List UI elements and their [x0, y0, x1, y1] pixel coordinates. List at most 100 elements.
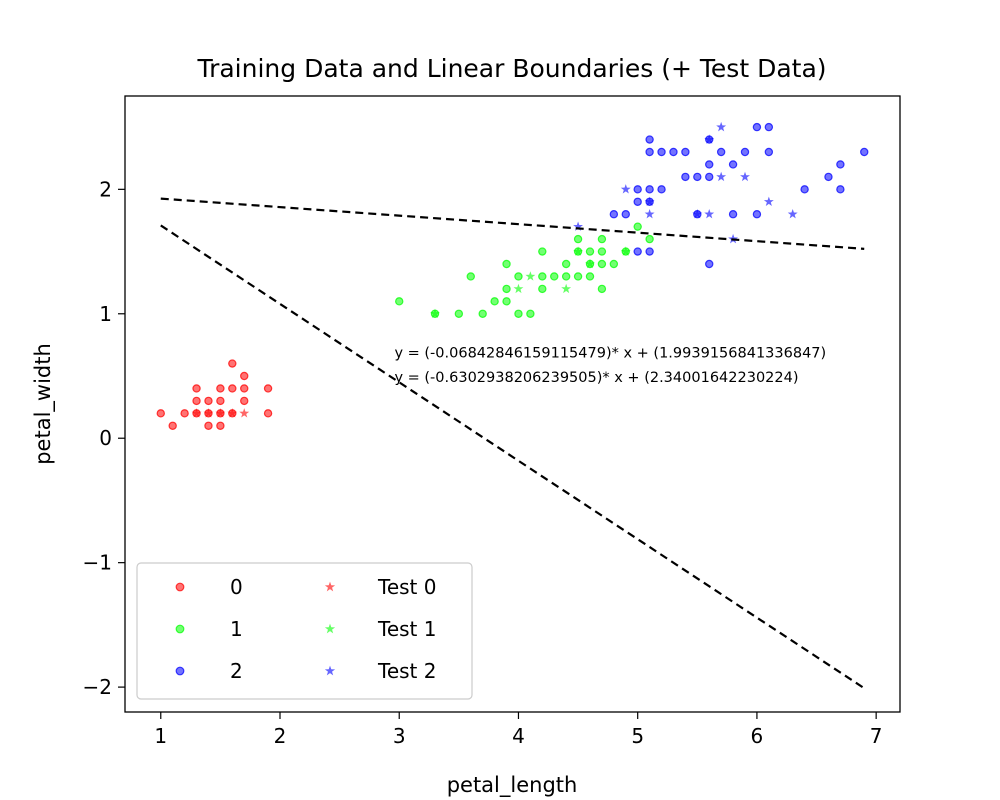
data-point [657, 147, 666, 157]
data-point [228, 384, 237, 393]
data-point [728, 160, 738, 169]
data-point [633, 185, 642, 194]
data-point [645, 247, 654, 256]
test-data-point [561, 283, 572, 294]
data-point [597, 247, 607, 256]
x-tick-label: 7 [870, 724, 883, 748]
data-point [192, 396, 201, 406]
legend-circle-marker [175, 666, 185, 676]
test-data-point [644, 209, 655, 219]
data-point [538, 284, 547, 294]
data-point [657, 185, 666, 194]
data-point [216, 396, 225, 406]
data-point [645, 135, 654, 144]
data-point [693, 172, 702, 182]
series-test-0 [191, 408, 250, 418]
plot-area: y = (-0.06842846159115479)* x + (1.99391… [156, 121, 869, 690]
legend-star-marker [324, 665, 336, 676]
test-data-point [215, 408, 226, 418]
data-point [573, 272, 583, 281]
legend-circle-marker [175, 582, 185, 592]
y-axis-label: petal_width [31, 343, 56, 465]
y-axis: −2 −1 0 1 2 [83, 177, 125, 699]
data-point [156, 409, 165, 418]
data-point [621, 210, 630, 219]
data-point [538, 247, 547, 256]
series-test-1 [430, 246, 631, 318]
test-data-point [227, 408, 238, 418]
data-point [728, 210, 738, 219]
test-data-point [740, 171, 750, 182]
data-point [669, 147, 678, 157]
y-tick-label: 0 [99, 426, 112, 450]
test-data-point [191, 408, 202, 418]
x-tick-label: 2 [274, 724, 287, 748]
data-point [538, 272, 547, 281]
legend-label: Test 1 [377, 617, 436, 641]
legend-item: Test 1 [324, 617, 436, 641]
legend-box [136, 562, 473, 700]
legend-star-marker [324, 581, 336, 592]
data-point [204, 396, 213, 406]
data-point [681, 147, 690, 157]
x-tick-label: 3 [393, 724, 406, 748]
data-point [395, 297, 404, 306]
data-point [228, 359, 237, 368]
data-point [585, 272, 595, 281]
data-point [633, 222, 642, 231]
data-point [705, 172, 714, 182]
data-point [240, 371, 249, 381]
test-data-point [620, 184, 631, 194]
x-tick-label: 4 [512, 724, 525, 748]
data-point [216, 421, 225, 430]
data-point [561, 259, 571, 269]
data-point [752, 210, 762, 219]
axes-frame [124, 95, 901, 713]
legend-item: 0 [175, 575, 243, 599]
data-point [645, 185, 654, 194]
legend-label: Test 2 [377, 659, 436, 683]
x-axis: 1 2 3 4 5 6 7 [154, 712, 883, 748]
test-data-point [716, 171, 727, 182]
data-point [263, 384, 273, 393]
data-point [180, 409, 189, 418]
test-data-point [203, 408, 214, 418]
data-point [860, 147, 869, 157]
data-point [502, 297, 511, 306]
data-point [836, 185, 845, 194]
data-point [764, 147, 774, 157]
data-point [204, 421, 213, 430]
y-tick-label: 2 [99, 177, 112, 201]
data-point [764, 122, 774, 132]
data-point [478, 309, 487, 318]
legend-label: 2 [230, 659, 243, 683]
data-point [550, 272, 559, 281]
data-point [716, 147, 726, 157]
data-point [216, 384, 225, 393]
data-point [752, 122, 762, 132]
legend-circle-marker [175, 624, 185, 634]
data-point [597, 234, 607, 244]
data-point [585, 247, 595, 256]
test-data-point [644, 196, 655, 206]
data-point [514, 272, 523, 281]
data-point [645, 147, 654, 157]
data-point [526, 309, 535, 318]
data-point [800, 185, 809, 194]
test-data-point [430, 308, 440, 318]
data-point [705, 259, 714, 269]
legend-label: 1 [230, 617, 243, 641]
data-point [740, 147, 750, 157]
data-point [705, 160, 714, 169]
legend-item: 1 [175, 617, 243, 641]
equation-label-2: y = (-0.6302938206239505)* x + (2.340016… [394, 370, 798, 386]
legend-item: Test 2 [324, 659, 436, 683]
data-point [466, 272, 475, 281]
data-point [490, 297, 499, 306]
data-point [454, 309, 464, 318]
data-point [609, 210, 619, 219]
data-point [502, 259, 511, 269]
test-data-point [620, 246, 631, 256]
y-tick-label: 1 [99, 302, 112, 326]
data-point [168, 421, 177, 430]
